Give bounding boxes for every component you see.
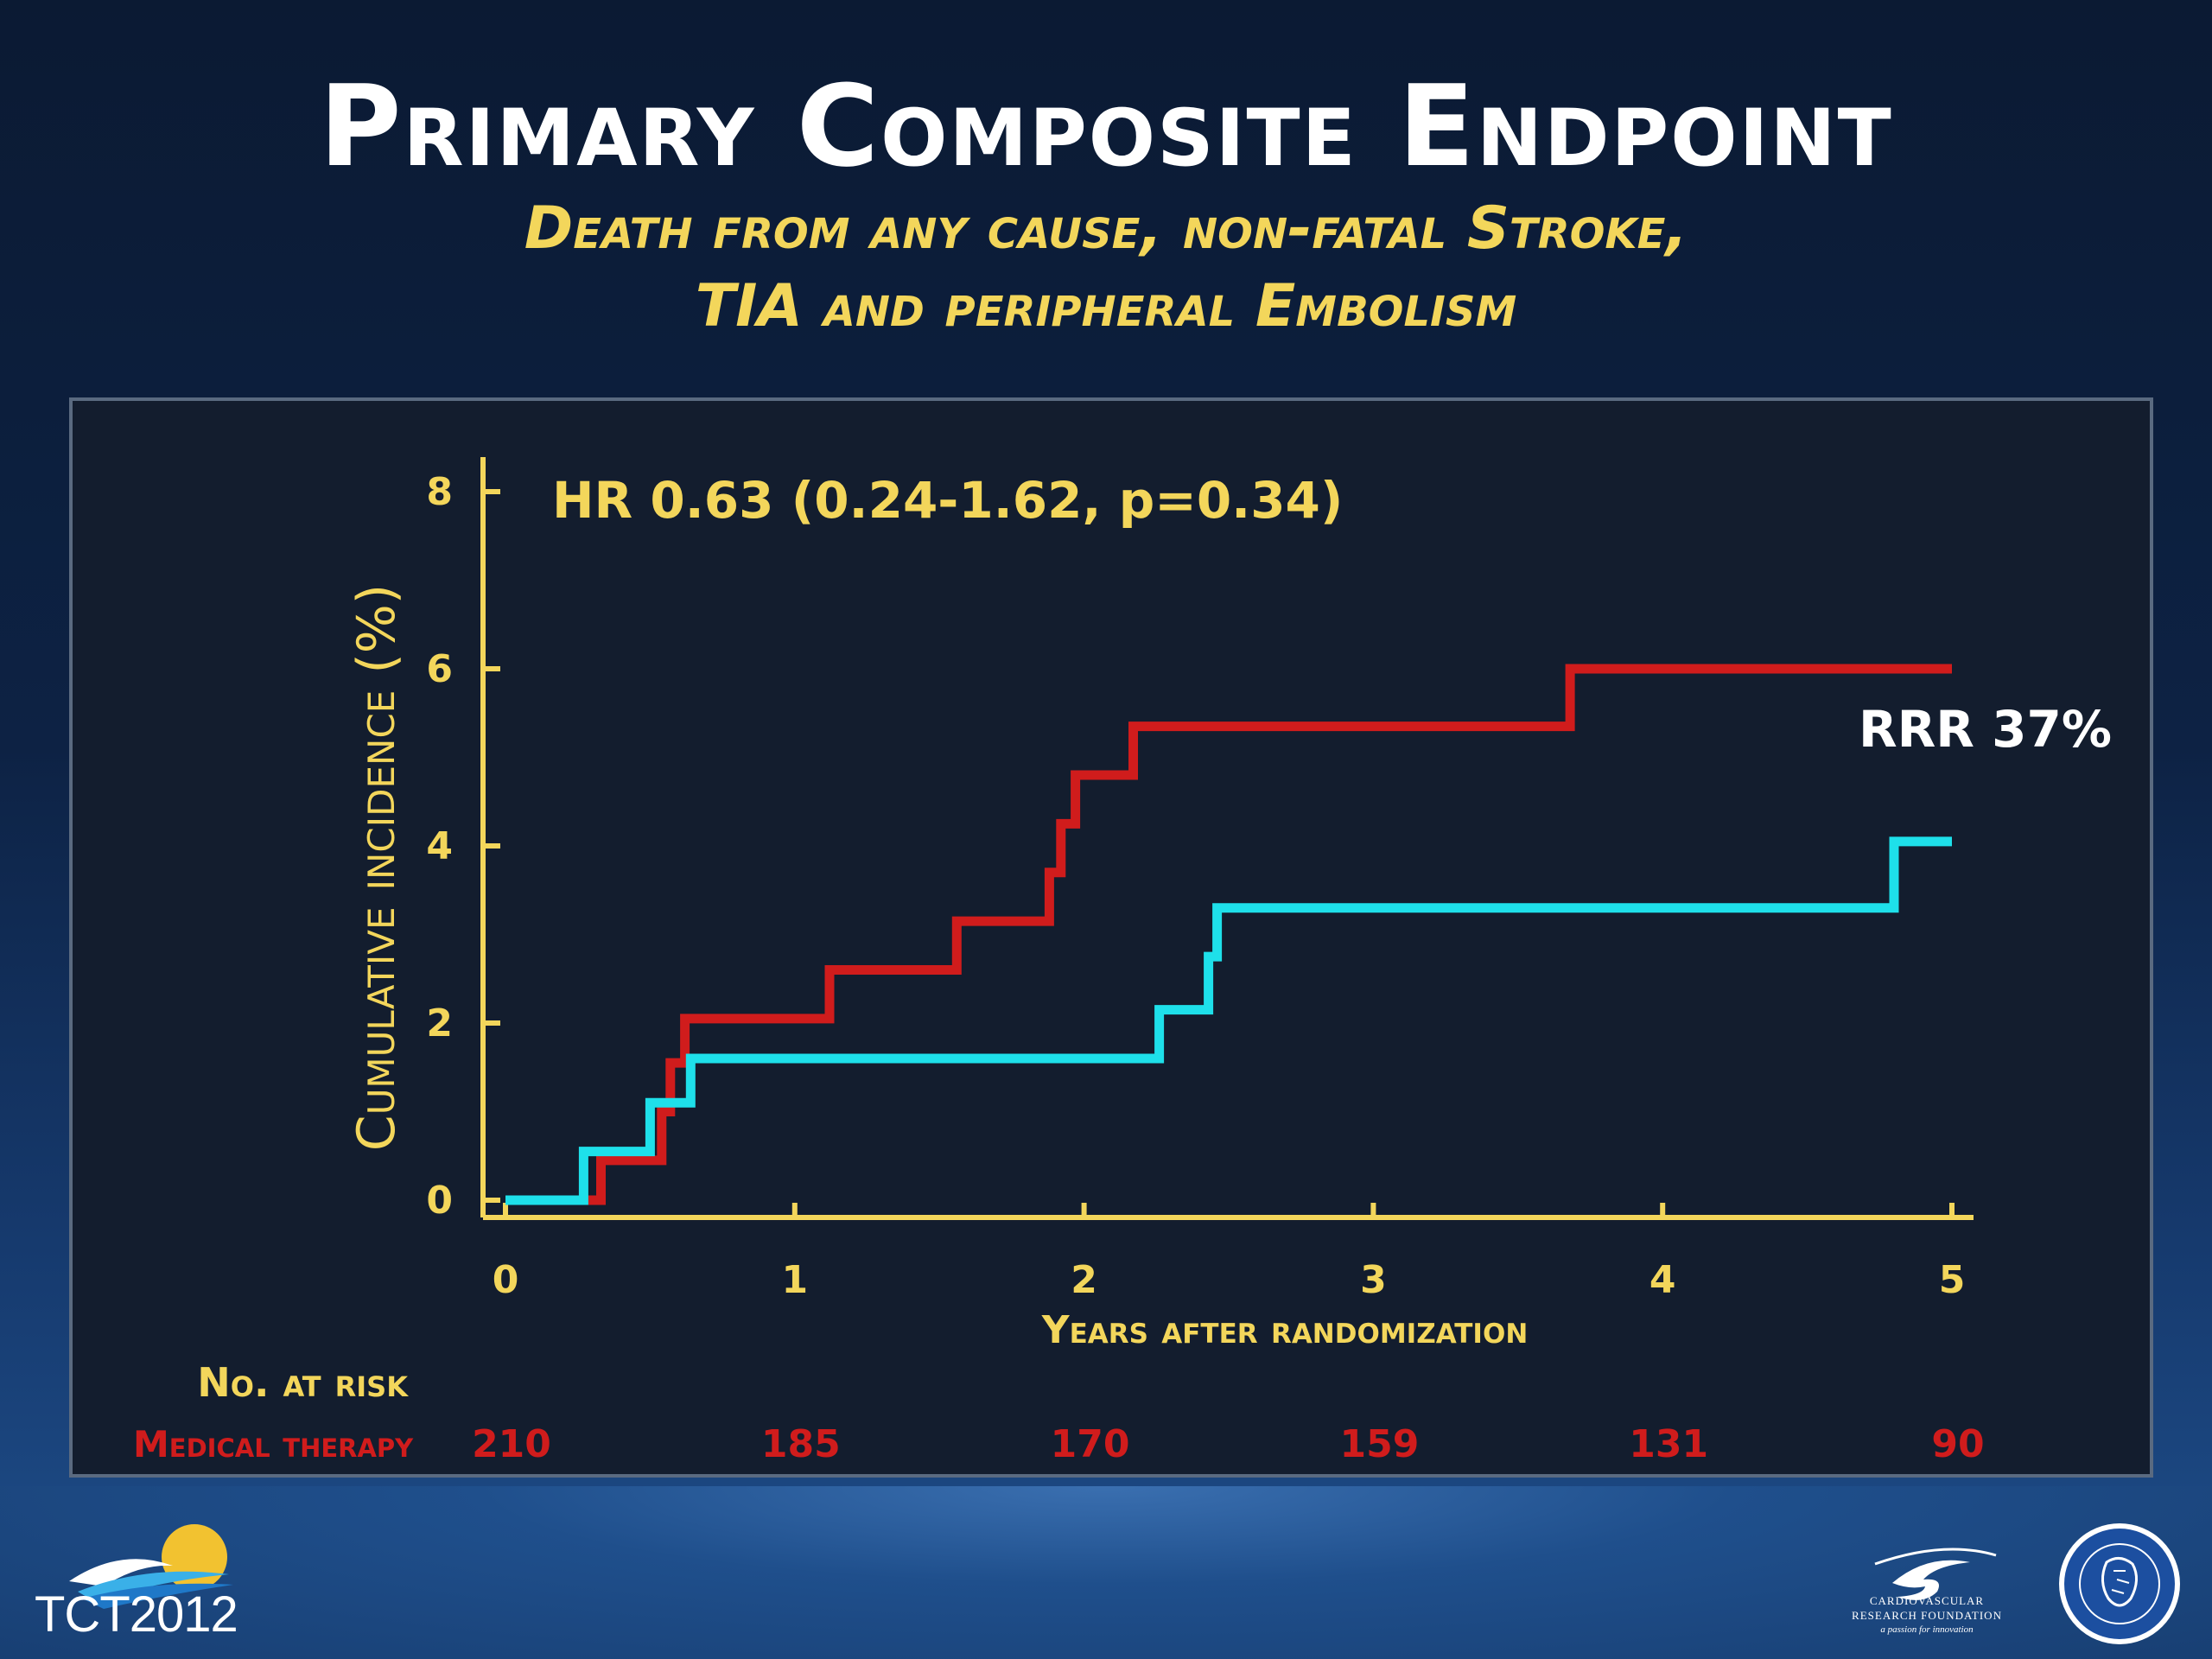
kaplan-meier-chart: 0 1 2 3 4 5 0 2 4 6 8 Cumulative incidence (%) Year… — [133, 457, 2112, 1466]
rrr-annotation: RRR 37% — [1859, 700, 2112, 759]
crf-swirl-icon — [1874, 1548, 1997, 1600]
slide-subtitle-line1: Death from any cause, non-fatal Stroke, — [524, 194, 1688, 263]
x-tick-label: 3 — [1360, 1258, 1387, 1302]
at-risk-row-label: Medical therapy — [133, 1423, 414, 1465]
y-axis-label: Cumulative incidence (%) — [346, 584, 407, 1151]
y-tick-label: 4 — [426, 824, 453, 868]
at-risk-value: 185 — [761, 1422, 841, 1466]
crf-tagline: a passion for innovation — [1880, 1624, 1974, 1635]
slide-subtitle-line2: TIA and peripheral Embolism — [695, 272, 1517, 340]
x-axis-label: Years after randomization — [1041, 1308, 1529, 1352]
crf-name-line1: CARDIOVASCULAR — [1869, 1594, 1985, 1607]
x-tick-label: 2 — [1071, 1258, 1097, 1302]
series-line-medical-therapy — [505, 664, 1952, 1205]
tct-wave-sun-icon — [69, 1524, 233, 1609]
x-tick-label: 5 — [1939, 1258, 1966, 1302]
at-risk-value: 131 — [1629, 1422, 1708, 1466]
footer-band — [0, 1486, 2212, 1659]
y-tick-label: 8 — [426, 470, 453, 514]
crf-name-line2: RESEARCH FOUNDATION — [1852, 1609, 2002, 1622]
at-risk-header: No. at risk — [197, 1359, 409, 1406]
x-tick-label: 0 — [493, 1258, 519, 1302]
at-risk-value: 90 — [1931, 1422, 1984, 1466]
x-tick-label: 1 — [781, 1258, 808, 1302]
chart-panel: 0 1 2 3 4 5 0 2 4 6 8 Cumulative incidence (%) Year… — [69, 397, 2153, 1478]
hr-annotation: HR 0.63 (0.24-1.62, p=0.34) — [552, 471, 1343, 530]
y-tick-label: 2 — [426, 1001, 453, 1046]
tct-logo-text: TCT2012 — [35, 1586, 238, 1643]
at-risk-value: 159 — [1339, 1422, 1419, 1466]
y-tick-label: 0 — [426, 1179, 453, 1223]
acc-seal-icon — [2059, 1523, 2180, 1644]
at-risk-value: 210 — [472, 1422, 551, 1466]
at-risk-value: 170 — [1051, 1422, 1130, 1466]
slide-title: Primary Composite Endpoint — [319, 60, 1893, 192]
y-tick-label: 6 — [426, 647, 453, 691]
series-line-pfo-closure — [505, 836, 1952, 1205]
x-tick-label: 4 — [1649, 1258, 1676, 1302]
